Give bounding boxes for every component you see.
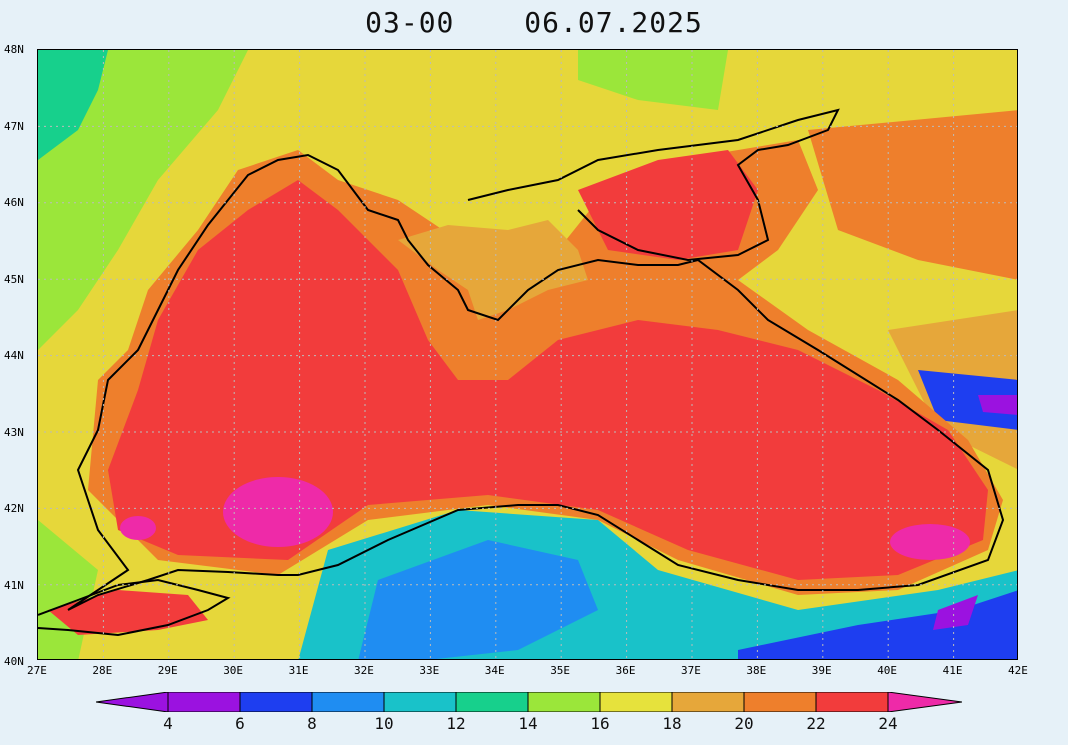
latitude-label: 47N	[4, 119, 24, 133]
latitude-label: 43N	[4, 425, 24, 439]
longitude-label: 29E	[157, 664, 178, 677]
marmara-coastline	[38, 578, 231, 637]
latitude-label: 41N	[4, 578, 24, 592]
latitude-label: 45N	[4, 272, 24, 286]
forecast-hour: 03-00	[365, 6, 455, 39]
legend-swatch	[743, 691, 817, 713]
legend-tick-label: 12	[446, 714, 466, 733]
longitude-label: 37E	[681, 664, 701, 677]
latitude-label: 46N	[4, 196, 24, 209]
hotspot-west	[223, 477, 333, 547]
coastline	[67, 153, 1005, 611]
longitude-label: 42E	[1008, 664, 1028, 677]
legend-bar	[95, 691, 963, 713]
latitude-label: 42N	[4, 502, 24, 515]
longitude-label: 30E	[223, 664, 244, 677]
legend-swatch	[455, 691, 529, 713]
hotspot-southwest	[120, 516, 156, 540]
green-region-nw	[38, 50, 248, 350]
legend-tick-label: 24	[878, 714, 898, 733]
legend-tick-label: 8	[307, 714, 317, 733]
blue-band-se	[738, 590, 1017, 659]
legend-swatch	[599, 691, 673, 713]
map-title: 03-00 06.07.2025	[0, 6, 1068, 39]
longitude-label: 27E	[27, 664, 47, 677]
legend-swatch	[815, 691, 889, 713]
hotspot-east	[890, 524, 970, 560]
longitude-label: 34E	[484, 664, 505, 677]
legend-right-arrow	[887, 691, 963, 713]
longitude-label: 39E	[811, 664, 832, 677]
longitude-label: 38E	[746, 664, 767, 677]
temperature-map	[38, 50, 1017, 659]
legend-tick-label: 22	[806, 714, 826, 733]
longitude-label: 32E	[354, 664, 374, 677]
longitude-label: 41E	[942, 664, 963, 677]
orange-region-ne	[808, 110, 1017, 280]
legend-tick-label: 4	[163, 714, 173, 733]
longitude-label: 33E	[419, 664, 440, 677]
legend-swatch	[167, 691, 241, 713]
longitude-label: 31E	[288, 664, 309, 677]
blue-band-south	[358, 540, 598, 659]
legend-swatch	[527, 691, 601, 713]
crimea-peninsula	[398, 220, 588, 320]
legend-tick-label: 6	[235, 714, 245, 733]
longitude-label: 28E	[92, 664, 113, 677]
legend-tick-label: 14	[518, 714, 538, 733]
teal-region-nw	[38, 50, 108, 160]
azov-red	[578, 150, 758, 260]
legend-tick-label: 16	[590, 714, 610, 733]
sea-red-core	[108, 180, 988, 580]
legend-swatch	[671, 691, 745, 713]
legend-swatch	[311, 691, 385, 713]
longitude-label: 36E	[615, 664, 636, 677]
legend-tick-label: 20	[734, 714, 754, 733]
legend-tick-label: 10	[374, 714, 394, 733]
latitude-label: 44N	[4, 349, 24, 362]
cold-upwelling-east	[918, 370, 1017, 430]
latitude-label: 48N	[4, 43, 24, 56]
legend-swatch	[239, 691, 313, 713]
longitude-label: 40E	[877, 664, 898, 677]
legend-left-arrow	[95, 691, 169, 713]
marmara-red	[48, 590, 208, 635]
latitude-label: 40N	[4, 655, 24, 668]
purple-pocket-east	[978, 395, 1017, 415]
legend-swatch	[383, 691, 457, 713]
color-legend	[95, 691, 963, 713]
longitude-label: 35E	[550, 664, 571, 677]
legend-tick-label: 18	[662, 714, 682, 733]
map-plot-area	[37, 49, 1018, 660]
purple-pocket-se	[933, 595, 978, 630]
green-region-n	[578, 50, 728, 110]
azov-coastline	[467, 108, 840, 262]
forecast-date: 06.07.2025	[524, 6, 703, 39]
